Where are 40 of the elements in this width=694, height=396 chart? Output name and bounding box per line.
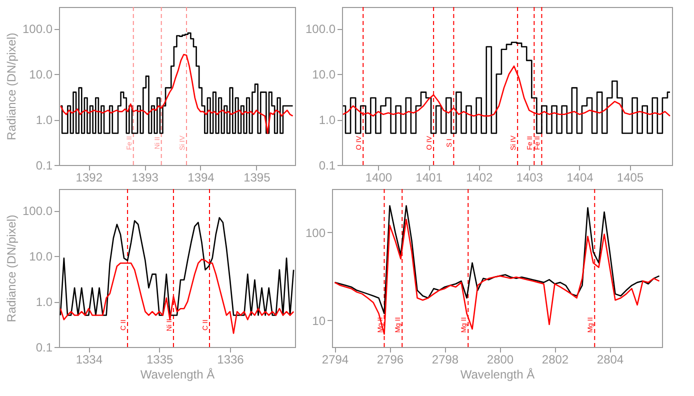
y-tick-label: 1.0 (36, 295, 53, 310)
y-tick-label: 10.0 (312, 68, 336, 82)
x-tick-label: 2802 (542, 352, 569, 366)
x-tick-label: 1404 (566, 170, 594, 184)
x-axis-title: Wavelength Å (140, 368, 215, 382)
y-tick-label: 10.0 (29, 250, 53, 264)
x-tick-label: 2804 (596, 352, 624, 366)
y-tick-label: 0.1 (36, 158, 53, 172)
y-tick-label: 100.0 (305, 22, 336, 36)
y-tick-label: 1.0 (36, 113, 53, 128)
x-axis-title: Wavelength Å (460, 368, 535, 382)
y-tick-label: 0.1 (36, 340, 53, 354)
x-tick-label: 1405 (616, 170, 644, 184)
y-tick-label: 10 (312, 314, 326, 328)
x-tick-label: 2798 (432, 352, 459, 366)
x-tick-label: 1401 (416, 170, 443, 184)
x-tick-label: 1402 (466, 170, 493, 184)
line-series (60, 54, 294, 134)
x-tick-label: 2794 (322, 352, 349, 366)
y-tick-label: 100.0 (22, 22, 53, 36)
x-tick-label: 1403 (516, 170, 544, 184)
x-tick-label: 1336 (217, 352, 244, 366)
x-tick-label: 1393 (132, 170, 159, 184)
y-tick-label: 0.1 (318, 158, 336, 172)
line-series (60, 217, 294, 316)
x-tick-label: 1395 (244, 170, 271, 184)
y-tick-label: 1.0 (318, 113, 336, 128)
x-tick-label: 1334 (76, 352, 103, 366)
x-tick-label: 2796 (376, 352, 404, 366)
x-tick-label: 1400 (365, 170, 392, 184)
y-tick-label: 100.0 (22, 204, 53, 218)
x-tick-label: 1335 (146, 352, 174, 366)
y-tick-label: 10.0 (29, 68, 53, 82)
x-tick-label: 2800 (486, 352, 514, 366)
y-tick-label: 100 (305, 226, 326, 240)
x-tick-label: 1392 (76, 170, 103, 184)
x-tick-label: 1394 (188, 170, 215, 184)
y-axis-title: Radiance (DN/pixel) (4, 32, 18, 140)
y-axis-title: Radiance (DN/pixel) (4, 214, 18, 322)
line-series (334, 205, 660, 314)
